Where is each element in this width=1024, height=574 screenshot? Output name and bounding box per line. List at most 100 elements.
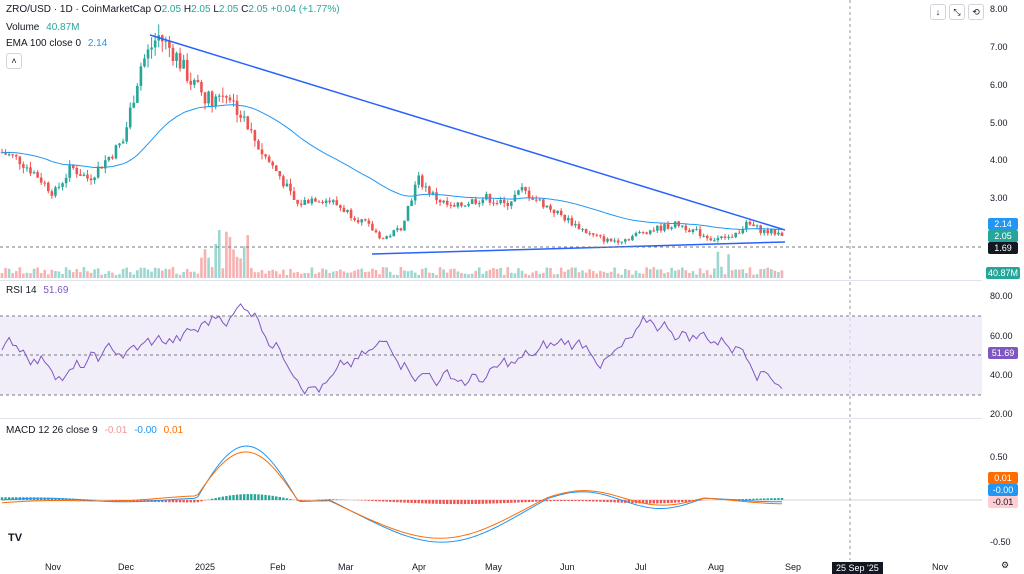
volume-bar bbox=[442, 269, 445, 278]
candle-body bbox=[492, 202, 495, 204]
macd-hist-bar bbox=[417, 500, 420, 504]
candle-body bbox=[702, 235, 705, 237]
macd-hist-bar bbox=[495, 500, 499, 504]
candle-body bbox=[606, 238, 609, 242]
rsi-label: RSI 14 bbox=[6, 285, 37, 296]
macd-hist-bar bbox=[389, 500, 392, 502]
volume-bar bbox=[157, 268, 161, 278]
volume-bar bbox=[331, 271, 335, 278]
candle-body bbox=[431, 192, 435, 194]
macd-hist-bar bbox=[545, 500, 549, 502]
macd-hist-bar bbox=[367, 500, 371, 501]
macd-hist-bar bbox=[4, 497, 7, 500]
candle-body bbox=[342, 207, 346, 212]
macd-hist-bar bbox=[114, 500, 118, 501]
candle-body bbox=[175, 53, 178, 62]
volume-bar bbox=[314, 273, 317, 278]
macd-hist-bar bbox=[527, 500, 531, 503]
macd-hist-bar bbox=[777, 498, 780, 500]
candle-body bbox=[745, 221, 748, 230]
candle-body bbox=[107, 156, 111, 161]
volume-bar bbox=[695, 274, 698, 278]
tradingview-logo[interactable]: TV bbox=[8, 532, 23, 544]
candle-body bbox=[570, 218, 574, 226]
macd-hist-bar bbox=[535, 500, 538, 502]
volume-bar bbox=[613, 267, 616, 278]
volume-bar bbox=[570, 267, 574, 278]
candle-body bbox=[57, 186, 61, 188]
collapse-legend-button[interactable]: ˄ bbox=[6, 53, 22, 69]
macd-hist-bar bbox=[755, 498, 759, 500]
pane-separator-1[interactable] bbox=[0, 280, 982, 281]
macd-hist-bar bbox=[592, 500, 595, 502]
candle-body bbox=[581, 229, 584, 231]
macd-hist-bar bbox=[175, 500, 178, 503]
volume-bar bbox=[495, 268, 499, 278]
volume-bar bbox=[225, 231, 228, 278]
volume-bar bbox=[510, 272, 513, 278]
candle-body bbox=[235, 100, 239, 115]
candle-body bbox=[591, 233, 595, 235]
expand-icon[interactable]: ⤡ bbox=[949, 4, 965, 20]
macd-hist-bar bbox=[50, 497, 54, 500]
candle-body bbox=[584, 229, 588, 234]
candle-body bbox=[264, 154, 267, 157]
candle-body bbox=[777, 232, 780, 235]
lower-trendline bbox=[371, 241, 786, 255]
volume-bar bbox=[545, 267, 549, 278]
candle-body bbox=[182, 59, 185, 69]
signal-tag: 0.01 bbox=[988, 472, 1018, 484]
volume-bar bbox=[563, 271, 567, 278]
candle-body bbox=[567, 218, 570, 221]
candle-body bbox=[68, 165, 71, 178]
candle-body bbox=[477, 203, 481, 205]
volume-bar bbox=[321, 268, 324, 278]
volume-bar bbox=[146, 269, 150, 278]
volume-bar bbox=[342, 271, 346, 278]
price-tick: 7.00 bbox=[990, 42, 1008, 52]
candle-body bbox=[96, 166, 100, 178]
macd-hist-bar bbox=[242, 494, 246, 500]
arrow-down-icon[interactable]: ↓ bbox=[930, 4, 946, 20]
candle-body bbox=[257, 140, 260, 150]
candle-body bbox=[47, 182, 50, 192]
volume-bar bbox=[485, 271, 488, 278]
candle-body bbox=[79, 174, 82, 176]
volume-bar bbox=[25, 272, 29, 278]
ohlc-h: H2.05 bbox=[183, 4, 211, 15]
volume-bar bbox=[477, 267, 481, 278]
volume-bar bbox=[136, 270, 139, 278]
volume-bar bbox=[378, 274, 381, 278]
volume-bar bbox=[246, 235, 250, 278]
volume-bar bbox=[210, 267, 214, 278]
macd-hist-bar bbox=[773, 498, 777, 500]
candle-body bbox=[196, 79, 200, 83]
settings-icon[interactable]: ⚙ bbox=[998, 558, 1012, 572]
candle-body bbox=[595, 234, 599, 236]
volume-bar bbox=[346, 272, 349, 278]
macd-hist-bar bbox=[599, 500, 602, 502]
macd-hist-bar bbox=[652, 500, 655, 504]
candle-body bbox=[39, 177, 43, 183]
pane-separator-2[interactable] bbox=[0, 418, 982, 419]
candle-body bbox=[32, 172, 36, 174]
volume-bar bbox=[392, 274, 396, 278]
candle-body bbox=[217, 95, 221, 97]
volume-bar bbox=[702, 273, 705, 278]
macd-hist-bar bbox=[453, 500, 456, 505]
ohlc-o: O2.05 bbox=[153, 4, 182, 15]
volume-bar bbox=[670, 267, 673, 278]
volume-bar bbox=[623, 268, 627, 278]
volume-bar bbox=[631, 274, 634, 278]
candle-body bbox=[713, 240, 716, 242]
reset-icon[interactable]: ⟲ bbox=[968, 4, 984, 20]
macd-hist-bar bbox=[684, 500, 688, 502]
candle-body bbox=[506, 203, 510, 206]
candle-body bbox=[741, 229, 745, 234]
price-tick: 3.00 bbox=[990, 193, 1008, 203]
volume-bar bbox=[285, 274, 289, 278]
candle-body bbox=[381, 238, 385, 240]
volume-bar bbox=[164, 268, 168, 278]
candle-body bbox=[153, 40, 157, 48]
